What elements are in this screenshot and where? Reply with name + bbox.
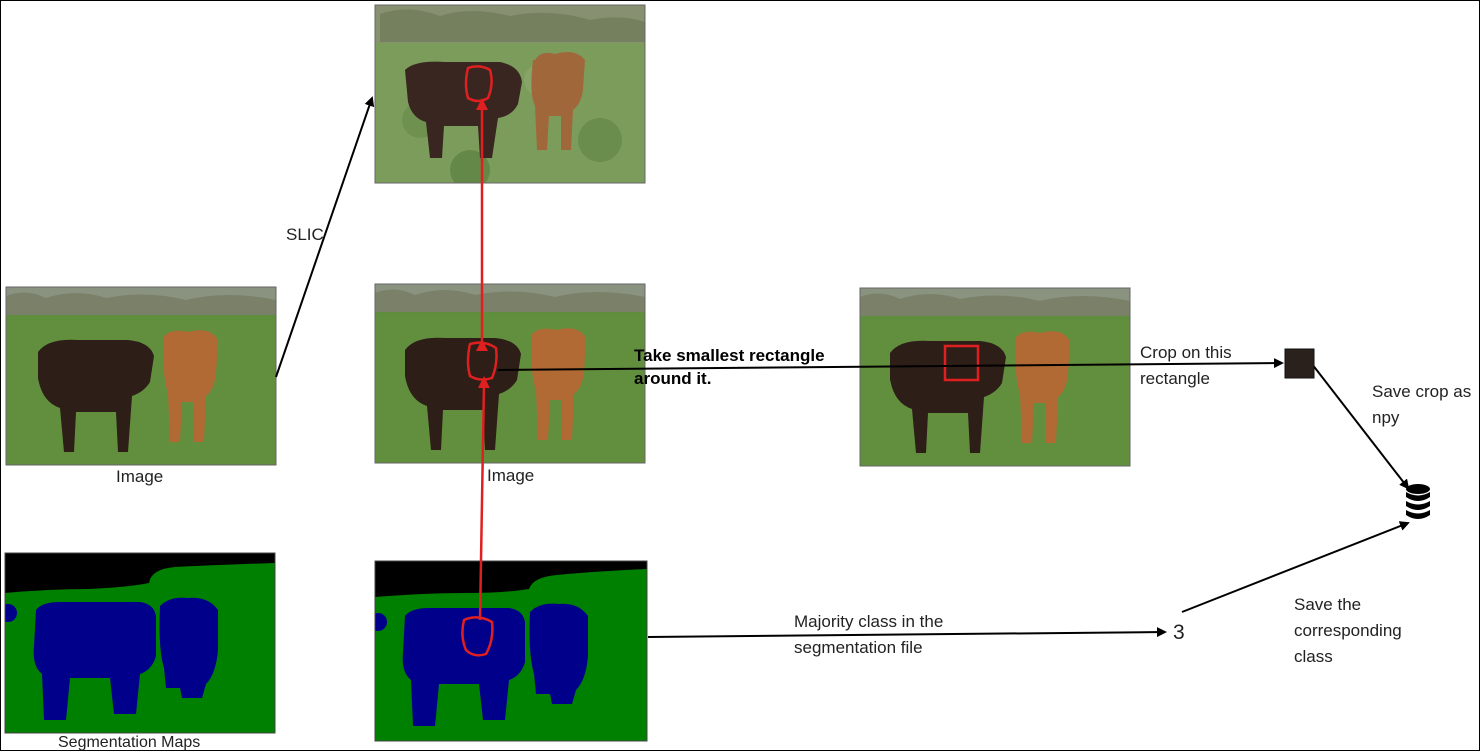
segmentation-map-center-border — [374, 560, 648, 742]
take-rectangle-line2: around it. — [634, 369, 712, 388]
slic-superpixel-image — [375, 5, 645, 183]
majority-class-line2: segmentation file — [794, 638, 923, 657]
crop-label-line2: rectangle — [1140, 369, 1210, 388]
superpixel-outline-segmentation — [461, 616, 494, 657]
arrow-save-crop — [1311, 363, 1410, 490]
arrow-take-rectangle — [497, 358, 1284, 371]
majority-class-line1: Majority class in the — [794, 612, 944, 631]
segmentation-map-left-border — [4, 552, 276, 734]
crop-label-line1: Crop on this — [1140, 343, 1232, 362]
class-value: 3 — [1173, 621, 1185, 644]
image-center-caption: Image — [487, 466, 535, 485]
input-image-left — [6, 287, 276, 465]
slic-image-border — [374, 4, 646, 184]
superpixel-outline-image — [466, 341, 498, 381]
save-crop-line2: npy — [1372, 408, 1400, 427]
save-class-line1: Save the — [1294, 595, 1362, 614]
save-crop-line1: Save crop as — [1372, 382, 1472, 401]
cropped-source-image — [860, 288, 1130, 466]
database-icon — [1406, 484, 1430, 519]
input-image-center — [375, 284, 645, 463]
image-left-caption: Image — [116, 467, 164, 486]
arrow-save-class — [1181, 521, 1410, 613]
arrow-slic — [275, 96, 375, 378]
slic-label: SLIC — [286, 225, 324, 244]
save-class-line3: class — [1294, 647, 1333, 666]
red-link-segmentation-image — [477, 376, 490, 621]
input-image-center-border — [374, 283, 646, 464]
crop-thumbnail — [1284, 348, 1315, 379]
save-class-line2: corresponding — [1294, 621, 1402, 640]
cropped-source-image-border — [859, 287, 1131, 467]
superpixel-outline-slic — [464, 65, 493, 103]
arrow-majority-class — [647, 627, 1167, 638]
crop-rectangle-highlight — [943, 344, 980, 382]
segmentation-maps-caption: Segmentation Maps — [58, 734, 201, 751]
segmentation-map-left — [5, 553, 275, 733]
take-rectangle-line1: Take smallest rectangle — [634, 346, 825, 365]
segmentation-map-center — [375, 561, 647, 741]
